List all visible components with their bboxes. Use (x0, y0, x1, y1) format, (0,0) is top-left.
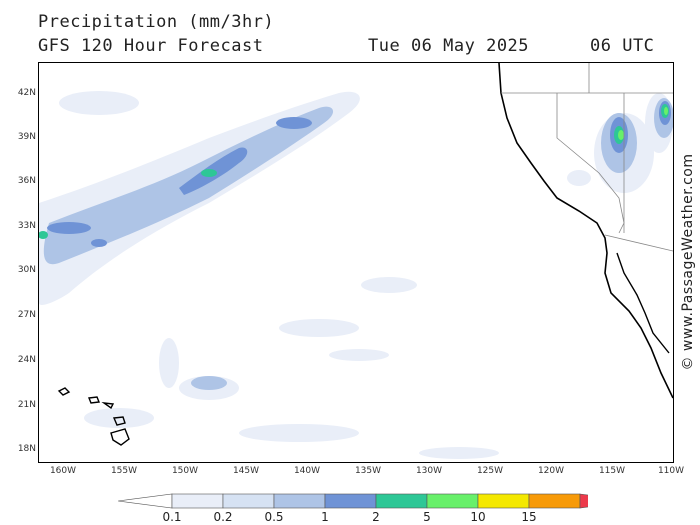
legend-tick-label: 1 (321, 510, 329, 524)
forecast-date: Tue 06 May 2025 (368, 36, 529, 56)
lat-label: 30N (18, 265, 36, 275)
legend-tick-label: 10 (470, 510, 485, 524)
color-legend (118, 492, 588, 522)
lat-label: 18N (18, 444, 36, 454)
lon-label: 120W (538, 466, 564, 476)
lon-label: 130W (416, 466, 442, 476)
legend-swatch (172, 494, 223, 508)
precip-band-light (39, 91, 673, 459)
legend-tick-label: 0.5 (264, 510, 283, 524)
lon-label: 140W (294, 466, 320, 476)
lon-label: 125W (477, 466, 503, 476)
lon-label: 155W (111, 466, 137, 476)
lat-label: 36N (18, 176, 36, 186)
legend-tick-label: 15 (521, 510, 536, 524)
lon-label: 110W (658, 466, 684, 476)
precip-band-moderate (44, 98, 673, 390)
precipitation-map (38, 62, 674, 463)
legend-swatch (274, 494, 325, 508)
legend-swatch (325, 494, 376, 508)
lat-label: 39N (18, 132, 36, 142)
map-canvas (39, 63, 673, 462)
lon-label: 150W (172, 466, 198, 476)
lat-label: 33N (18, 221, 36, 231)
watermark: © www.PassageWeather.com (680, 153, 696, 370)
baja-california-coast (617, 253, 669, 353)
lat-label: 27N (18, 310, 36, 320)
legend-swatch (223, 494, 274, 508)
lat-label: 24N (18, 355, 36, 365)
lon-label: 160W (50, 466, 76, 476)
legend-swatch (427, 494, 478, 508)
legend-swatch (529, 494, 580, 508)
legend-tick-label: 2 (372, 510, 380, 524)
lat-label: 42N (18, 88, 36, 98)
legend-tick-label: 0.2 (213, 510, 232, 524)
legend-arrow-left (118, 494, 172, 508)
legend-arrow-right (580, 494, 588, 508)
lat-label: 21N (18, 400, 36, 410)
lon-label: 145W (233, 466, 259, 476)
legend-tick-label: 5 (423, 510, 431, 524)
forecast-time: 06 UTC (590, 36, 654, 56)
forecast-model: GFS 120 Hour Forecast (38, 36, 263, 56)
legend-swatch (376, 494, 427, 508)
lon-label: 115W (599, 466, 625, 476)
lon-label: 135W (355, 466, 381, 476)
map-title: Precipitation (mm/3hr) (38, 12, 274, 32)
legend-tick-label: 0.1 (162, 510, 181, 524)
legend-swatch (478, 494, 529, 508)
